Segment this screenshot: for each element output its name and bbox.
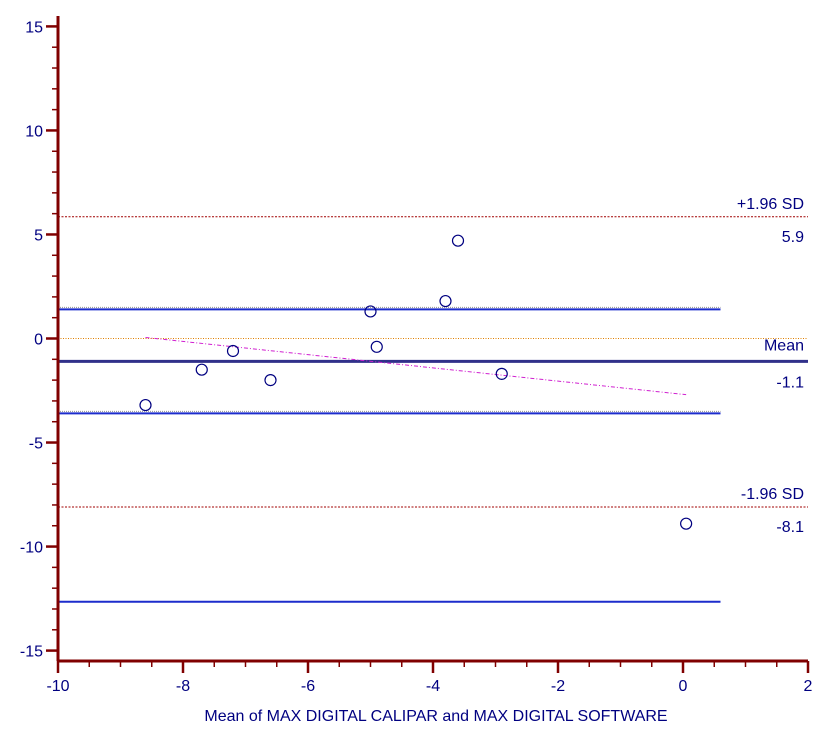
data-point [495, 367, 508, 380]
lower-loa-label: -1.96 SD [741, 486, 804, 503]
y-ticks: 15 10 5 0 -5 -10 -15 [20, 19, 58, 661]
data-points [139, 234, 693, 530]
data-point [680, 517, 693, 530]
data-point [195, 363, 208, 376]
y-tick-label: 15 [25, 19, 43, 36]
data-point [139, 398, 152, 412]
x-axis-title: Mean of MAX DIGITAL CALIPAR and MAX DIGI… [204, 708, 667, 725]
data-point [370, 340, 383, 353]
lower-loa-value: -8.1 [776, 519, 804, 536]
y-tick-label: 0 [34, 332, 43, 349]
regression-line [145, 336, 687, 396]
mean-label: Mean [764, 337, 804, 354]
y-tick-label: -15 [20, 644, 43, 661]
x-tick-label: 2 [804, 678, 813, 695]
data-point [451, 234, 465, 247]
y-tick-label: 5 [34, 227, 43, 244]
x-ticks: -10 -8 -6 -4 -2 0 2 [46, 661, 813, 695]
reference-labels: +1.96 SD 5.9 Mean -1.1 -1.96 SD -8.1 [737, 196, 804, 536]
x-tick-label: -6 [301, 678, 315, 695]
upper-loa-value: 5.9 [782, 229, 804, 246]
ci-lines [58, 306, 721, 603]
upper-loa-label: +1.96 SD [737, 196, 804, 213]
y-tick-label: -10 [20, 540, 43, 557]
y-tick-label: -5 [29, 436, 43, 453]
data-point [439, 294, 452, 308]
x-tick-label: -8 [176, 678, 190, 695]
data-point [364, 305, 377, 318]
x-tick-label: 0 [679, 678, 688, 695]
x-tick-label: -2 [551, 678, 565, 695]
y-tick-label: 10 [25, 123, 43, 140]
regression-line-group [145, 336, 687, 396]
reference-lines [58, 216, 808, 508]
x-tick-label: -10 [46, 678, 69, 695]
x-tick-label: -4 [426, 678, 440, 695]
data-point [226, 344, 240, 358]
data-point [264, 374, 277, 387]
mean-value: -1.1 [776, 374, 804, 391]
